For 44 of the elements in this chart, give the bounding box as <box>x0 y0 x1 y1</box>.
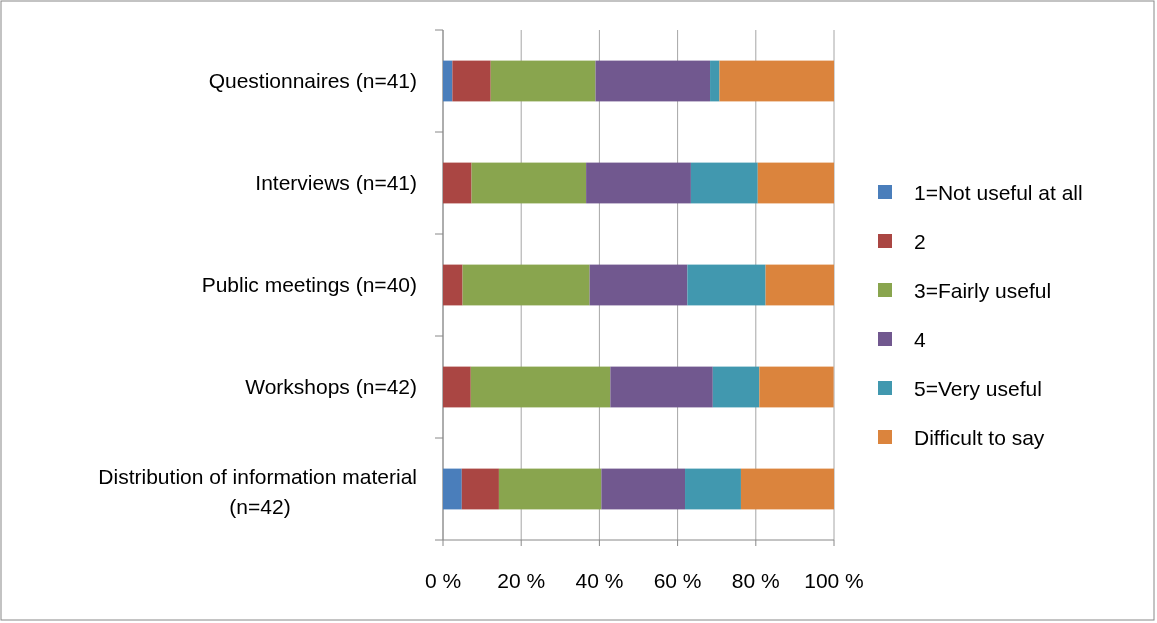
bar <box>443 468 462 510</box>
bar <box>498 468 602 510</box>
bar <box>462 264 590 306</box>
bar <box>461 468 499 510</box>
legend-label: 3=Fairly useful <box>914 279 1052 302</box>
legend-label: 5=Very useful <box>914 377 1042 400</box>
legend-label: 4 <box>914 328 926 351</box>
bar <box>601 468 686 510</box>
y-tick-label: Distribution of information material (n=42) <box>98 465 417 518</box>
x-tick-label: 0 % <box>424 569 462 592</box>
bar <box>687 264 766 306</box>
bar <box>470 366 611 408</box>
bar <box>765 264 834 306</box>
x-tick-label: 40 % <box>575 569 624 592</box>
bar <box>471 162 587 204</box>
bar <box>443 264 463 306</box>
y-tick-label: Interviews (n=41) <box>255 171 417 194</box>
y-tick-label: Public meetings (n=40) <box>201 273 417 296</box>
x-tick-label: 80 % <box>731 569 780 592</box>
legend-label: Difficult to say <box>914 426 1045 449</box>
y-tick-label: Questionnaires (n=41) <box>208 69 417 92</box>
x-tick-label: 20 % <box>497 569 546 592</box>
bar <box>610 366 713 408</box>
bar <box>757 162 834 204</box>
bar <box>710 60 720 102</box>
bar <box>452 60 491 102</box>
bar <box>719 60 834 102</box>
bar <box>690 162 758 204</box>
y-tick-label: Workshops (n=42) <box>245 375 417 398</box>
bar <box>740 468 834 510</box>
bar <box>443 60 453 102</box>
bar <box>712 366 760 408</box>
bar <box>443 162 472 204</box>
x-tick-label: 60 % <box>653 569 702 592</box>
legend-label: 1=Not useful at all <box>914 181 1083 204</box>
bar <box>589 264 688 306</box>
bar <box>685 468 741 510</box>
bar <box>443 366 471 408</box>
legend-label: 2 <box>914 230 926 253</box>
bar <box>759 366 834 408</box>
bar <box>586 162 691 204</box>
x-tick-label: 100 % <box>804 569 864 592</box>
bar <box>490 60 596 102</box>
bar <box>595 60 711 102</box>
